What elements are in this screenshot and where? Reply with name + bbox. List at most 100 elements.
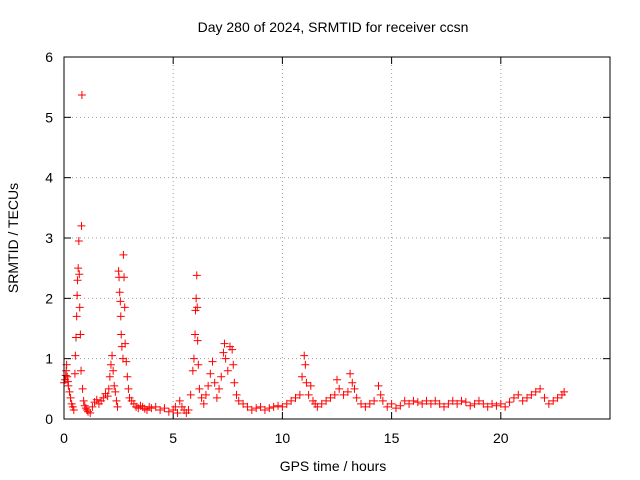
data-point <box>217 372 226 381</box>
data-point <box>74 237 83 246</box>
data-point <box>409 396 418 405</box>
data-point <box>422 396 431 405</box>
data-points <box>60 91 569 417</box>
data-point <box>66 393 75 402</box>
data-point <box>188 366 197 375</box>
data-point <box>560 387 569 396</box>
data-point <box>269 402 278 411</box>
data-point <box>104 384 113 393</box>
y-tick-labels: 0 1 2 3 4 5 6 <box>45 49 53 427</box>
data-point <box>230 378 239 387</box>
data-point <box>239 399 248 408</box>
data-point <box>260 405 269 414</box>
data-point <box>488 399 497 408</box>
data-point <box>72 312 81 321</box>
data-point <box>274 401 283 410</box>
data-point <box>86 408 95 417</box>
data-point <box>73 276 82 285</box>
data-point <box>77 91 86 100</box>
data-point <box>444 399 453 408</box>
data-point <box>350 384 359 393</box>
data-point <box>302 378 311 387</box>
data-point <box>357 399 366 408</box>
data-point <box>184 405 193 414</box>
data-point <box>387 399 396 408</box>
data-point <box>256 402 265 411</box>
data-point <box>440 402 449 411</box>
data-point <box>431 396 440 405</box>
data-point <box>343 387 352 396</box>
data-point <box>151 402 160 411</box>
y-tick-label: 5 <box>45 109 53 125</box>
data-point <box>378 396 387 405</box>
data-point <box>479 399 488 408</box>
y-tick-label: 0 <box>45 411 53 427</box>
data-point <box>306 381 315 390</box>
data-point <box>229 360 238 369</box>
data-point <box>317 399 326 408</box>
data-point <box>413 398 422 407</box>
data-point <box>199 399 208 408</box>
data-point <box>195 384 204 393</box>
data-point <box>298 372 307 381</box>
data-point <box>287 396 296 405</box>
data-point <box>88 402 97 411</box>
data-point <box>326 393 335 402</box>
data-point <box>221 354 230 363</box>
data-point <box>164 407 173 416</box>
data-point <box>210 378 219 387</box>
plot-frame <box>63 56 611 420</box>
data-point <box>501 402 510 411</box>
data-point <box>103 392 112 401</box>
data-point <box>92 395 101 404</box>
data-point <box>405 399 414 408</box>
data-point <box>189 354 198 363</box>
data-point <box>120 303 129 312</box>
data-point <box>119 250 128 259</box>
data-point <box>186 390 195 399</box>
data-point <box>396 401 405 410</box>
data-point <box>544 399 553 408</box>
data-point <box>361 402 370 411</box>
data-point <box>121 339 130 348</box>
data-point <box>435 399 444 408</box>
data-point <box>313 402 322 411</box>
data-point <box>335 384 344 393</box>
x-tick-label: 20 <box>493 430 509 446</box>
data-point <box>322 396 331 405</box>
data-point <box>232 390 241 399</box>
data-point <box>531 387 540 396</box>
y-tick-label: 3 <box>45 230 53 246</box>
data-point <box>77 221 86 230</box>
data-point <box>116 297 125 306</box>
data-point <box>220 339 229 348</box>
data-point <box>70 369 79 378</box>
data-point <box>247 405 256 414</box>
y-tick-label: 6 <box>45 49 53 65</box>
data-point <box>113 402 122 411</box>
data-point <box>370 396 379 405</box>
data-point <box>116 312 125 321</box>
data-point <box>483 402 492 411</box>
data-point <box>527 390 536 399</box>
data-point <box>457 396 466 405</box>
data-point <box>300 351 309 360</box>
data-point <box>461 398 470 407</box>
data-point <box>265 404 274 413</box>
data-point <box>106 360 115 369</box>
data-point <box>193 303 202 312</box>
data-point <box>523 393 532 402</box>
data-point <box>160 404 169 413</box>
data-point <box>173 408 182 417</box>
data-point <box>206 369 215 378</box>
y-tick-label: 2 <box>45 290 53 306</box>
data-point <box>204 381 213 390</box>
data-point <box>123 372 132 381</box>
data-point <box>418 399 427 408</box>
data-point <box>549 396 558 405</box>
y-tick-label: 1 <box>45 351 53 367</box>
data-point <box>514 390 523 399</box>
data-point <box>71 351 80 360</box>
data-point <box>518 396 527 405</box>
